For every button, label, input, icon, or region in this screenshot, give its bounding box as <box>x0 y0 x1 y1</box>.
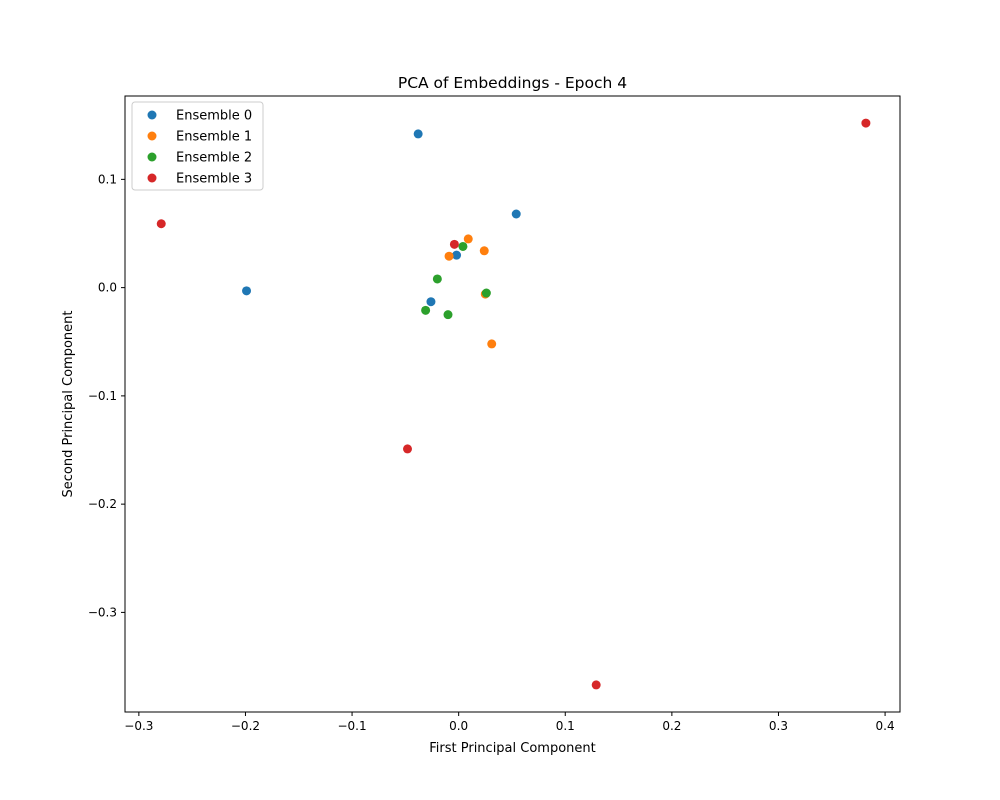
data-point[interactable] <box>443 310 453 320</box>
y-tick-label: 0.1 <box>98 172 117 186</box>
legend-label: Ensemble 1 <box>176 130 252 145</box>
y-tick-label: −0.3 <box>88 605 117 619</box>
legend-item: Ensemble 0 <box>147 109 252 124</box>
legend-box <box>131 101 264 191</box>
legend-marker <box>147 110 157 120</box>
plot-frame <box>124 95 901 713</box>
plot-layer <box>156 118 871 690</box>
legend-label: Ensemble 2 <box>176 151 252 166</box>
data-point[interactable] <box>458 241 468 251</box>
legend-marker <box>147 173 157 183</box>
data-point[interactable] <box>426 297 436 307</box>
x-tick-label: 0.3 <box>769 719 788 733</box>
data-point[interactable] <box>156 219 166 229</box>
data-point[interactable] <box>511 209 521 219</box>
legend-label: Ensemble 3 <box>176 172 252 187</box>
y-axis-label: Second Principal Component <box>61 311 76 498</box>
data-point[interactable] <box>487 339 497 349</box>
legend-marker <box>147 152 157 162</box>
data-point[interactable] <box>421 305 431 315</box>
series-ensemble-3 <box>156 118 871 690</box>
data-point[interactable] <box>444 251 454 261</box>
legend-item: Ensemble 1 <box>147 130 252 145</box>
series-ensemble-0 <box>242 129 521 307</box>
y-axis: −0.3 −0.2 −0.1 0.0 0.1 <box>88 172 125 619</box>
series-ensemble-2 <box>421 241 491 320</box>
data-point[interactable] <box>591 680 601 690</box>
legend-label: Ensemble 0 <box>176 109 252 124</box>
x-tick-label: 0.0 <box>449 719 468 733</box>
legend-marker <box>147 131 157 141</box>
legend-item: Ensemble 3 <box>147 172 252 187</box>
data-point[interactable] <box>452 250 462 260</box>
x-tick-label: −0.3 <box>124 719 153 733</box>
y-tick-label: −0.1 <box>88 389 117 403</box>
data-point[interactable] <box>481 288 491 298</box>
data-point[interactable] <box>861 118 871 128</box>
x-tick-label: 0.1 <box>556 719 575 733</box>
x-tick-label: 0.4 <box>876 719 895 733</box>
data-point[interactable] <box>402 444 412 454</box>
x-tick-label: 0.2 <box>662 719 681 733</box>
legend: Ensemble 0 Ensemble 1 Ensemble 2 Ensemble 3 <box>131 101 264 191</box>
x-tick-label: −0.2 <box>231 719 260 733</box>
x-axis: −0.3 −0.2 −0.1 0.0 0.1 0.2 0.3 0.4 <box>124 712 895 733</box>
x-axis-label: First Principal Component <box>429 741 596 756</box>
y-tick-label: −0.2 <box>88 497 117 511</box>
data-point[interactable] <box>479 246 489 256</box>
data-point[interactable] <box>242 286 252 296</box>
data-point[interactable] <box>432 274 442 284</box>
legend-item: Ensemble 2 <box>147 151 252 166</box>
data-point[interactable] <box>463 234 473 244</box>
data-point[interactable] <box>449 239 459 249</box>
chart-title: PCA of Embeddings - Epoch 4 <box>398 74 627 92</box>
data-point[interactable] <box>413 129 423 139</box>
x-tick-label: −0.1 <box>337 719 366 733</box>
y-tick-label: 0.0 <box>98 281 117 295</box>
